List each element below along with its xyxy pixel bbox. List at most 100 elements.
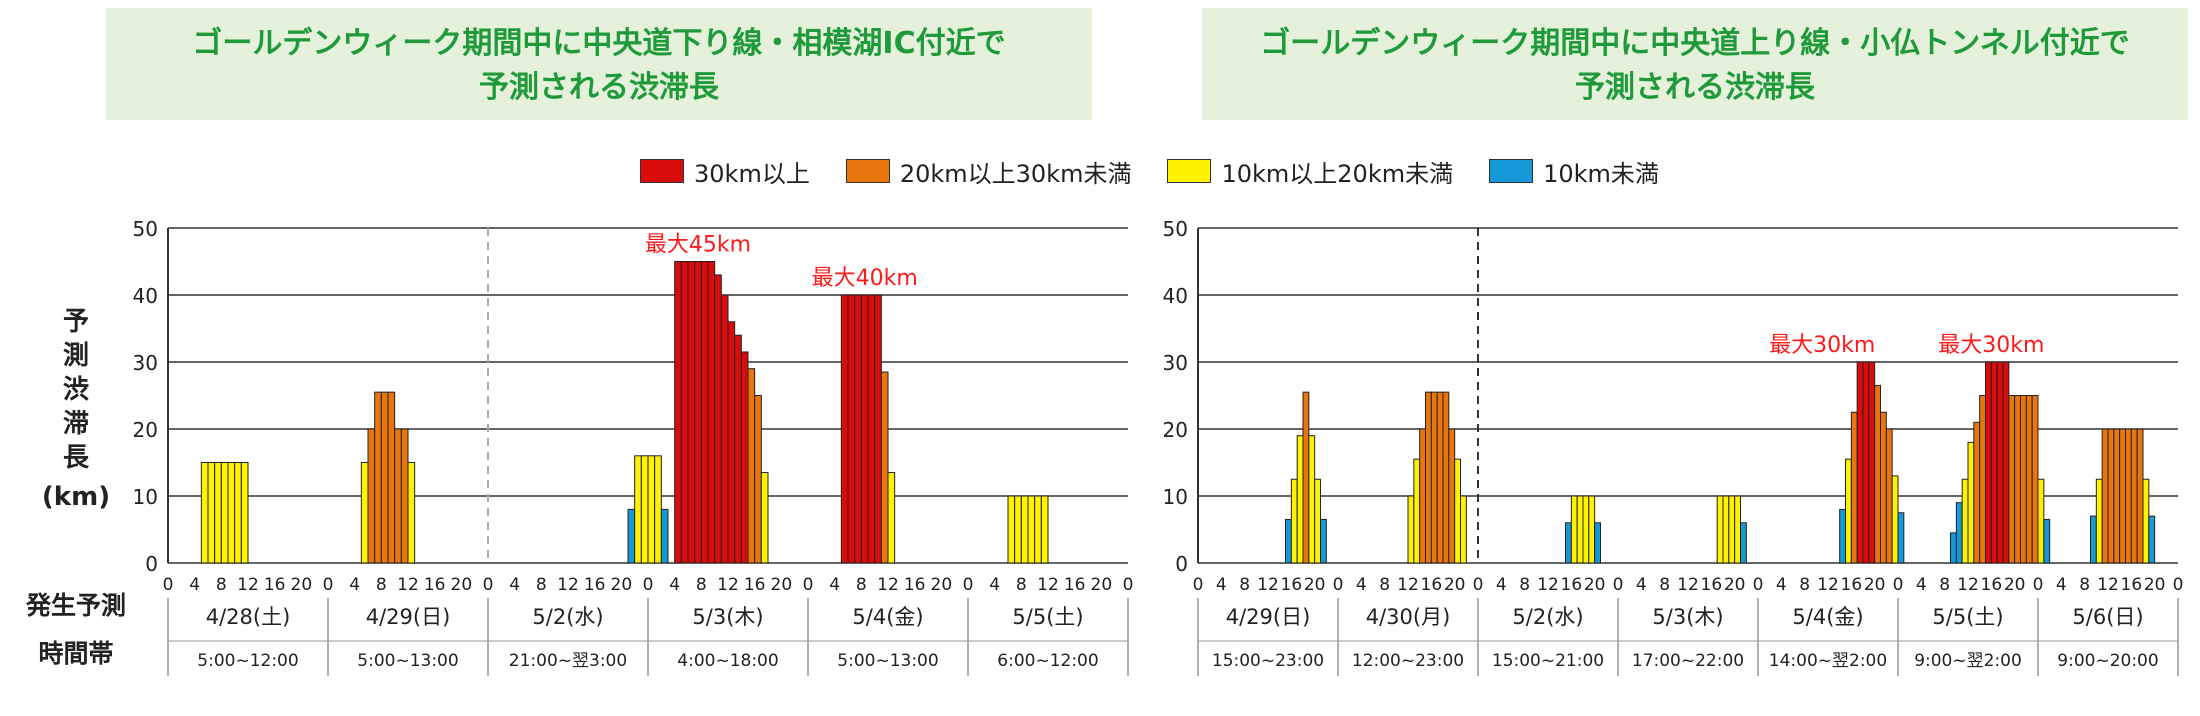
bar: [634, 455, 642, 564]
hour-tick-label: 8: [1939, 575, 1950, 595]
hour-tick-label: 16: [1421, 575, 1443, 595]
bar: [2002, 361, 2010, 564]
day-date-label: 5/2(水): [1512, 605, 1583, 629]
bar: [1979, 395, 1986, 564]
bar: [1454, 458, 1461, 564]
bar: [1716, 495, 1724, 564]
hour-tick-label: 12: [397, 575, 419, 595]
bar: [707, 261, 716, 564]
legend-swatch-orange: [845, 159, 890, 183]
bar: [1007, 495, 1016, 564]
hour-tick-label: 0: [1123, 575, 1134, 595]
hour-tick-label: 16: [1981, 575, 2003, 595]
bar: [207, 462, 216, 564]
hour-tick-label: 16: [1841, 575, 1863, 595]
y-tick-label: 20: [1163, 418, 1188, 442]
bar: [1880, 411, 1887, 564]
hour-tick-label: 8: [376, 575, 387, 595]
day-time-range-label: 5:00~13:00: [357, 651, 458, 671]
bar: [394, 428, 402, 564]
max-annotation: 最大30km: [1769, 333, 1875, 358]
y-tick-label: 10: [133, 485, 158, 509]
bar: [847, 294, 856, 564]
bar: [2107, 428, 2115, 564]
day-date-label: 5/4(金): [1792, 605, 1863, 629]
bar: [220, 462, 229, 564]
hour-tick-label: 4: [829, 575, 840, 595]
bar: [234, 462, 242, 564]
hour-tick-label: 12: [877, 575, 899, 595]
hour-tick-label: 4: [189, 575, 200, 595]
bar: [1874, 384, 1881, 564]
row-label-time-range: 時間帯: [38, 639, 113, 668]
bar: [1436, 391, 1444, 564]
hour-tick-label: 8: [1379, 575, 1390, 595]
day-date-label: 5/3(木): [1652, 605, 1723, 629]
legend-swatch-red: [640, 159, 684, 183]
bar: [1856, 361, 1864, 564]
bar: [1955, 502, 1963, 564]
bar: [380, 391, 389, 564]
bar: [2031, 395, 2039, 564]
bar: [740, 351, 749, 564]
bar: [720, 294, 729, 564]
bar: [1020, 495, 1029, 564]
legend-swatch-blue: [1489, 159, 1534, 183]
legend-label-orange: 20km以上30km未満: [899, 159, 1132, 188]
bar: [2148, 515, 2156, 564]
bar: [2014, 395, 2021, 564]
bar: [2119, 428, 2127, 564]
bar: [1407, 495, 1415, 564]
bar: [760, 472, 769, 564]
bar: [1290, 478, 1298, 564]
hour-tick-label: 20: [1864, 575, 1886, 595]
bar: [874, 294, 882, 564]
bar: [367, 428, 376, 564]
hour-tick-label: 20: [291, 575, 313, 595]
y-tick-label: 0: [1175, 552, 1188, 576]
hour-tick-label: 12: [1957, 575, 1979, 595]
y-tick-label: 50: [133, 217, 158, 241]
day-date-label: 4/30(月): [1366, 605, 1451, 629]
bar: [1845, 458, 1852, 564]
bar: [1027, 495, 1036, 564]
bar: [240, 462, 249, 564]
legend-label-red: 30km以上: [694, 159, 810, 188]
day-date-label: 5/6(日): [2072, 605, 2143, 629]
hour-tick-label: 4: [989, 575, 1000, 595]
bar: [1961, 478, 1969, 564]
day-time-range-label: 9:00~20:00: [2057, 651, 2158, 671]
bar: [2037, 478, 2045, 564]
day-time-range-label: 12:00~23:00: [1352, 651, 1464, 671]
bar: [694, 261, 702, 564]
bar: [1740, 522, 1747, 564]
hour-tick-label: 16: [1701, 575, 1723, 595]
y-tick-label: 30: [1163, 351, 1188, 375]
hour-tick-label: 20: [1724, 575, 1746, 595]
hour-tick-label: 0: [1753, 575, 1764, 595]
max-annotation: 最大40km: [812, 266, 918, 291]
hour-tick-label: 20: [771, 575, 793, 595]
bar: [1868, 361, 1876, 564]
bar: [680, 261, 689, 564]
max-annotation: 最大30km: [1938, 333, 2044, 358]
bar: [1950, 532, 1957, 564]
bar: [1285, 518, 1292, 564]
hour-tick-label: 0: [1333, 575, 1344, 595]
hour-tick-label: 16: [1281, 575, 1303, 595]
bar: [1296, 435, 1304, 564]
bar: [1862, 361, 1870, 564]
y-tick-label: 40: [1163, 284, 1188, 308]
day-date-label: 4/28(土): [206, 605, 291, 629]
hour-tick-label: 0: [1893, 575, 1904, 595]
bar: [1565, 522, 1572, 564]
hour-tick-label: 4: [1636, 575, 1647, 595]
hour-tick-label: 20: [2004, 575, 2026, 595]
bar: [640, 455, 649, 564]
bar: [374, 391, 382, 564]
day-date-label: 5/5(土): [1012, 605, 1083, 629]
day-time-range-label: 4:00~18:00: [677, 651, 778, 671]
hour-tick-label: 8: [1659, 575, 1670, 595]
bar: [1314, 478, 1321, 564]
bar: [1722, 495, 1730, 564]
